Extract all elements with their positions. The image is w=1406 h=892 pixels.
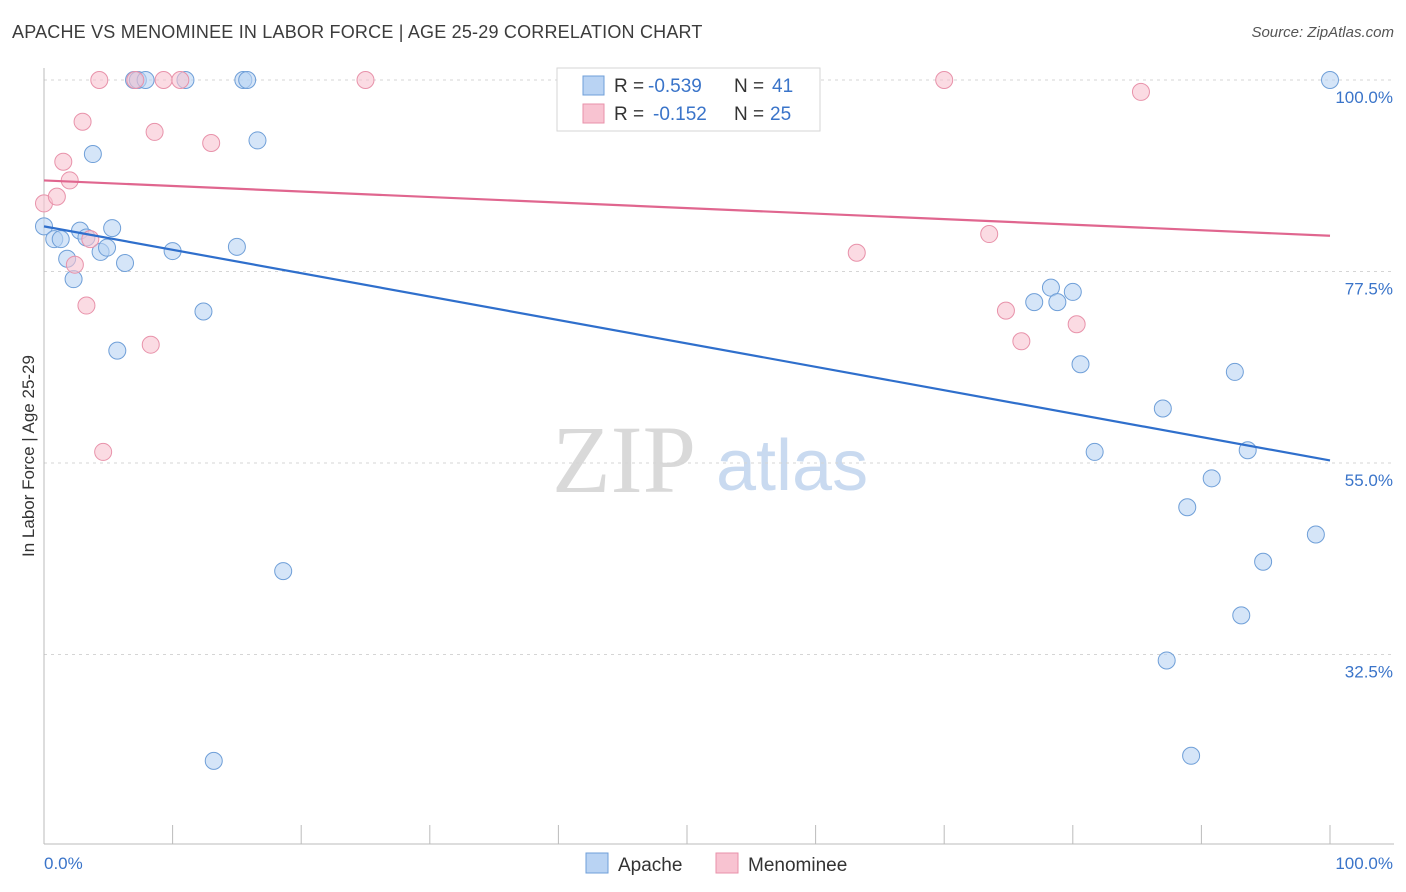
point-apache	[1202, 469, 1221, 488]
bottom-legend-label-menominee: Menominee	[748, 855, 847, 876]
legend-r-label-menominee: R =	[614, 104, 644, 125]
point-menominee	[54, 152, 73, 171]
point-apache	[1321, 71, 1339, 89]
trend-line-menominee	[43, 179, 1331, 237]
point-apache	[1071, 355, 1090, 374]
point-apache	[98, 238, 117, 257]
point-apache	[1153, 399, 1172, 418]
legend: R = -0.539 N = 41 R = -0.152 N = 25	[556, 67, 821, 132]
point-apache	[116, 253, 135, 272]
trend-line-apache	[43, 225, 1331, 462]
point-apache	[103, 219, 122, 238]
bottom-legend-label-apache: Apache	[618, 855, 682, 876]
point-menominee	[202, 133, 221, 152]
watermark-zip: ZIP	[552, 406, 696, 513]
gridlines	[44, 79, 1394, 655]
legend-n-value-menominee: 25	[770, 104, 791, 125]
point-apache	[1306, 525, 1325, 544]
point-apache	[1178, 498, 1197, 517]
point-apache	[227, 237, 246, 256]
point-apache	[238, 71, 257, 89]
point-menominee	[73, 112, 92, 131]
point-menominee	[996, 301, 1015, 320]
point-menominee	[935, 71, 954, 89]
point-apache	[274, 562, 293, 581]
chart-title: APACHE VS MENOMINEE IN LABOR FORCE | AGE…	[12, 22, 703, 42]
point-apache	[1048, 293, 1067, 312]
legend-n-label-menominee: N =	[734, 104, 764, 125]
point-apache	[1182, 746, 1201, 765]
x-tick-label-min: 0.0%	[44, 854, 83, 873]
point-menominee	[980, 225, 999, 244]
watermark: ZIP atlas	[552, 406, 868, 513]
source-credit: Source: ZipAtlas.com	[1251, 24, 1394, 41]
legend-swatch-apache	[582, 75, 605, 96]
point-menominee	[77, 296, 96, 315]
legend-swatch-menominee	[582, 103, 605, 124]
x-tick-label-max: 100.0%	[1335, 854, 1393, 873]
point-apache	[1254, 552, 1273, 571]
y-tick-label: 32.5%	[1345, 663, 1393, 682]
point-menominee	[94, 442, 113, 461]
data-points	[35, 71, 1339, 770]
point-apache	[248, 131, 267, 150]
x-axis-ticks	[172, 825, 1331, 844]
point-apache	[1225, 362, 1244, 381]
point-menominee	[47, 187, 66, 206]
legend-r-value-menominee: -0.152	[653, 104, 707, 125]
legend-n-value-apache: 41	[772, 76, 793, 97]
bottom-legend-swatch-apache	[585, 852, 609, 874]
bottom-legend-swatch-menominee	[715, 852, 739, 874]
point-menominee	[1012, 332, 1031, 351]
point-menominee	[171, 71, 190, 89]
legend-r-label-apache: R =	[614, 76, 644, 97]
point-menominee	[141, 335, 160, 354]
point-apache	[1063, 282, 1082, 301]
point-apache	[1157, 651, 1176, 670]
bottom-legend: Apache Menominee	[585, 852, 847, 876]
trend-lines	[43, 179, 1331, 462]
point-menominee	[90, 71, 109, 89]
watermark-atlas: atlas	[716, 426, 868, 506]
legend-r-value-apache: -0.539	[648, 76, 702, 97]
point-apache	[108, 341, 127, 360]
point-apache	[194, 302, 213, 321]
y-tick-label: 100.0%	[1335, 88, 1393, 107]
point-menominee	[1067, 315, 1086, 334]
point-menominee	[847, 243, 866, 262]
point-apache	[1232, 606, 1251, 625]
legend-n-label-apache: N =	[734, 76, 764, 97]
point-menominee	[126, 71, 145, 89]
y-tick-label: 55.0%	[1345, 471, 1393, 490]
point-menominee	[65, 255, 84, 274]
point-menominee	[154, 71, 173, 89]
point-apache	[83, 145, 102, 164]
point-apache	[204, 751, 223, 770]
point-apache	[51, 230, 70, 249]
point-apache	[1085, 442, 1104, 461]
point-menominee	[145, 122, 164, 141]
point-menominee	[356, 71, 375, 89]
y-axis-title: In Labor Force | Age 25-29	[19, 355, 38, 557]
y-tick-label: 77.5%	[1345, 280, 1393, 299]
point-menominee	[1131, 82, 1150, 101]
point-apache	[1025, 293, 1044, 312]
y-axis-tick-labels: 100.0% 77.5% 55.0% 32.5%	[1335, 88, 1393, 682]
